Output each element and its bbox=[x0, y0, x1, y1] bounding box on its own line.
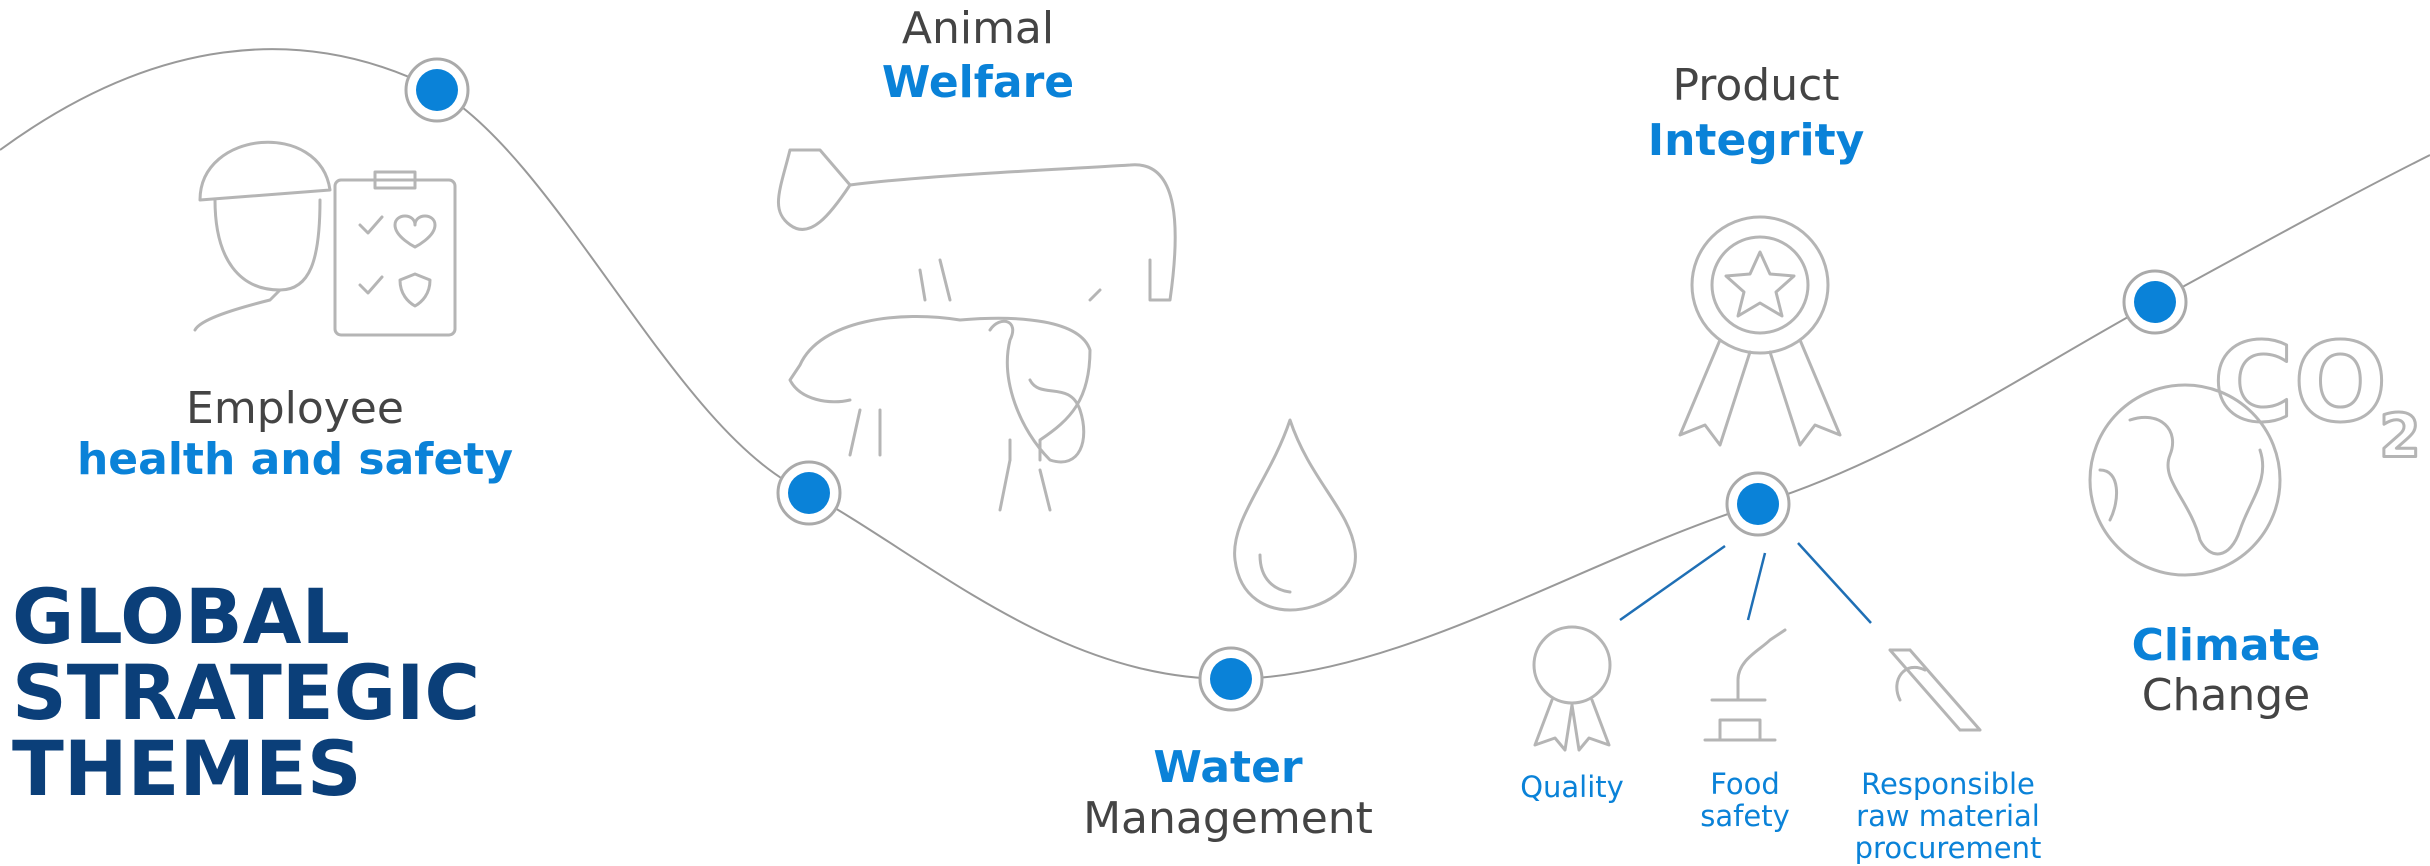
theme-label: Water bbox=[1153, 742, 1303, 793]
sub-item-label: Food bbox=[1710, 767, 1780, 801]
globe-co2-icon: CO 2 bbox=[2090, 318, 2421, 575]
sub-item-label: safety bbox=[1700, 799, 1789, 833]
theme-label: Product bbox=[1672, 60, 1839, 111]
connectors bbox=[1620, 543, 1871, 623]
svg-text:CO: CO bbox=[2213, 318, 2387, 446]
timeline-curve bbox=[0, 49, 2430, 679]
theme-label: health and safety bbox=[77, 434, 513, 485]
sub-item-label: procurement bbox=[1855, 831, 2042, 865]
theme-label: Management bbox=[1083, 793, 1373, 844]
theme-label: Integrity bbox=[1648, 115, 1865, 166]
theme-label: Animal bbox=[902, 3, 1054, 54]
worker-icon bbox=[195, 142, 455, 335]
sub-item-label: Quality bbox=[1520, 770, 1624, 804]
page-title: GLOBAL STRATEGIC THEMES bbox=[12, 572, 480, 813]
title-line: THEMES bbox=[12, 724, 362, 813]
sub-icons bbox=[1534, 627, 1980, 750]
svg-text:2: 2 bbox=[2379, 402, 2421, 472]
sub-item-label: raw material bbox=[1856, 799, 2040, 833]
medal-icon bbox=[1680, 217, 1840, 445]
animals-icon bbox=[778, 150, 1175, 510]
theme-label: Welfare bbox=[882, 57, 1074, 108]
theme-label: Change bbox=[2142, 670, 2310, 721]
strategic-themes-diagram: CO 2 GLOBAL STRATEGIC THEMES Employee he… bbox=[0, 0, 2430, 866]
water-drop-icon bbox=[1235, 420, 1356, 610]
markers bbox=[406, 59, 2186, 710]
theme-label: Employee bbox=[186, 383, 404, 434]
theme-label: Climate bbox=[2132, 620, 2321, 671]
sub-item-label: Responsible bbox=[1861, 767, 2035, 801]
